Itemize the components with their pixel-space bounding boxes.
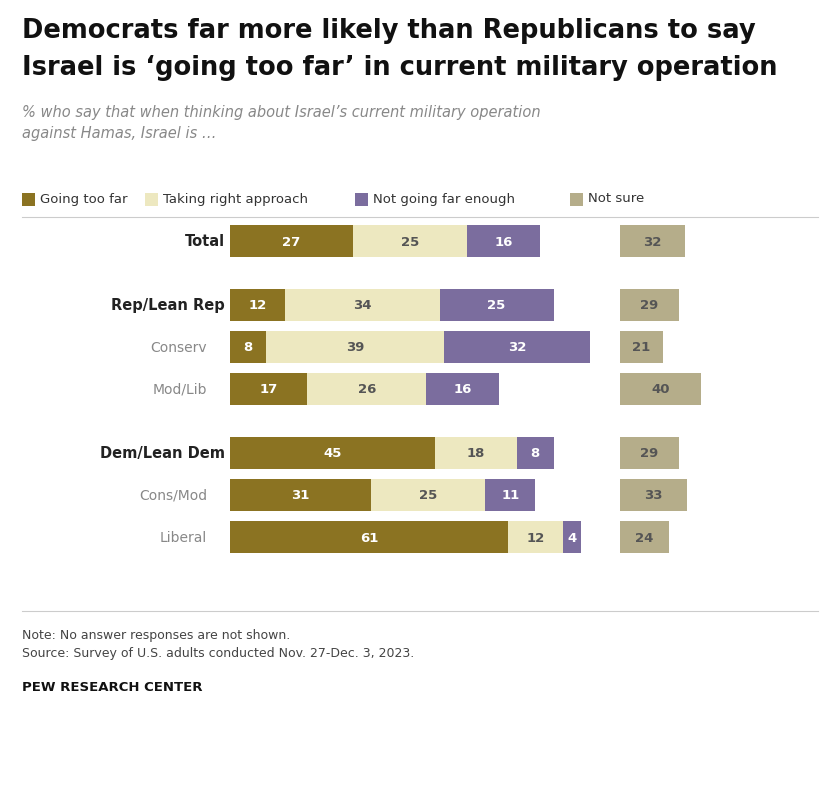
Bar [620,226,685,258]
Text: Israel is ‘going too far’ in current military operation: Israel is ‘going too far’ in current mil… [22,55,778,81]
Bar [486,479,535,512]
Text: Total: Total [185,234,225,249]
Bar [230,226,353,258]
Text: 39: 39 [346,341,365,354]
Text: 8: 8 [244,341,253,354]
Text: 29: 29 [640,447,659,460]
Bar [266,332,444,364]
Text: 31: 31 [291,489,310,502]
Bar [353,226,467,258]
Text: 21: 21 [633,341,650,354]
Bar [563,521,581,553]
Text: Source: Survey of U.S. adults conducted Nov. 27-Dec. 3, 2023.: Source: Survey of U.S. adults conducted … [22,646,414,659]
Text: PEW RESEARCH CENTER: PEW RESEARCH CENTER [22,680,202,693]
Bar [145,194,158,206]
Text: 16: 16 [454,383,471,396]
Text: 40: 40 [651,383,669,396]
Text: 4: 4 [567,531,576,544]
Text: 24: 24 [635,531,654,544]
Text: 33: 33 [644,489,663,502]
Bar [285,290,439,321]
Text: 12: 12 [526,531,544,544]
Text: Note: No answer responses are not shown.: Note: No answer responses are not shown. [22,628,291,642]
Text: Rep/Lean Rep: Rep/Lean Rep [111,298,225,313]
Bar [620,479,687,512]
Bar [230,479,371,512]
Bar [355,194,368,206]
Text: 25: 25 [487,300,506,312]
Text: % who say that when thinking about Israel’s current military operation
against H: % who say that when thinking about Israe… [22,105,541,141]
Text: 32: 32 [508,341,527,354]
Text: 26: 26 [358,383,375,396]
Bar [230,521,508,553]
Text: 34: 34 [353,300,371,312]
Text: Not going far enough: Not going far enough [373,192,515,206]
Bar [620,290,679,321]
Text: Mod/Lib: Mod/Lib [153,382,207,397]
Text: 61: 61 [360,531,378,544]
Bar [439,290,554,321]
Bar [230,438,435,470]
Bar [467,226,540,258]
Text: Liberal: Liberal [160,530,207,544]
Text: 25: 25 [419,489,438,502]
Bar [435,438,517,470]
Text: 12: 12 [248,300,266,312]
Bar [620,332,663,364]
Bar [620,521,669,553]
Text: 16: 16 [494,235,512,248]
Text: 32: 32 [643,235,662,248]
Text: Going too far: Going too far [40,192,128,206]
Bar [570,194,583,206]
Text: 18: 18 [467,447,486,460]
Bar [230,332,266,364]
Text: 27: 27 [282,235,301,248]
Bar [426,373,499,406]
Text: Taking right approach: Taking right approach [163,192,308,206]
Text: 11: 11 [501,489,519,502]
Bar [620,373,701,406]
Bar [230,290,285,321]
Text: 45: 45 [323,447,342,460]
Text: 17: 17 [260,383,278,396]
Bar [444,332,590,364]
Text: 25: 25 [401,235,419,248]
Text: Conserv: Conserv [150,340,207,355]
Bar [22,194,35,206]
Text: 29: 29 [640,300,659,312]
Bar [307,373,426,406]
Text: 8: 8 [531,447,540,460]
Bar [517,438,554,470]
Text: Not sure: Not sure [588,192,644,206]
Text: Dem/Lean Dem: Dem/Lean Dem [100,446,225,461]
Text: Democrats far more likely than Republicans to say: Democrats far more likely than Republica… [22,18,756,44]
Text: Cons/Mod: Cons/Mod [139,488,207,503]
Bar [230,373,307,406]
Bar [620,438,679,470]
Bar [508,521,563,553]
Bar [371,479,486,512]
